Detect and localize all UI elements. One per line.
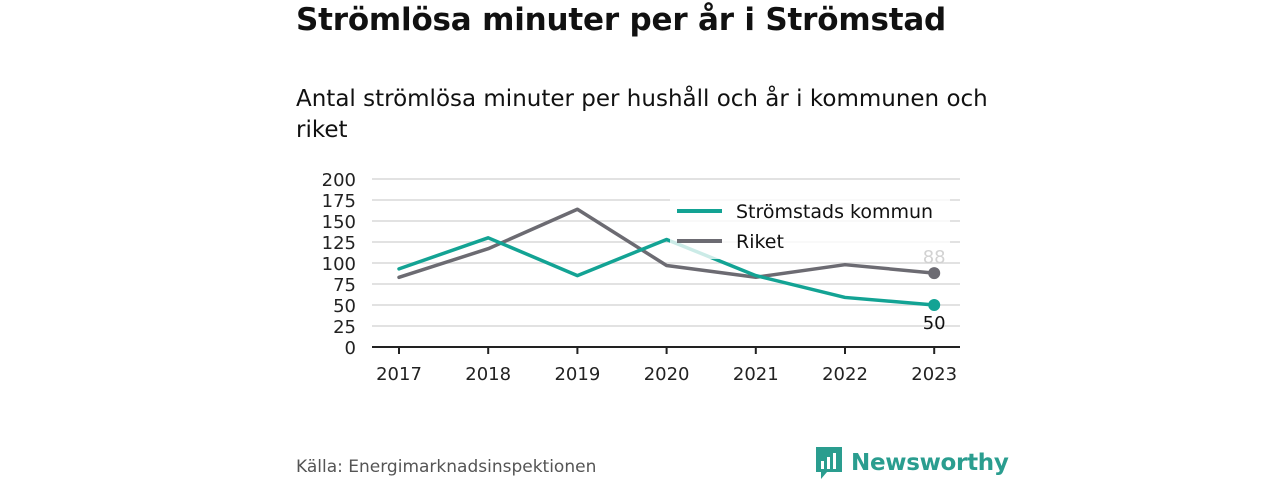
- x-tick-label: 2019: [554, 364, 600, 385]
- y-tick-label: 25: [333, 317, 356, 338]
- x-tick-label: 2023: [911, 364, 957, 385]
- y-tick-label: 150: [322, 212, 356, 233]
- chart-title: Strömlösa minuter per år i Strömstad: [296, 2, 947, 38]
- brand-logo: Newsworthy: [815, 446, 1009, 480]
- x-tick-label: 2018: [465, 364, 511, 385]
- end-label-riket: 88: [923, 247, 946, 268]
- y-tick-label: 175: [322, 191, 356, 212]
- y-tick-label: 200: [322, 170, 356, 191]
- end-point-riket: [928, 267, 941, 280]
- source-note: Källa: Energimarknadsinspektionen: [296, 457, 597, 477]
- legend-box: [670, 193, 950, 259]
- series-line-stromstad: [397, 236, 936, 307]
- legend-label-stromstad: Strömstads kommun: [736, 201, 933, 223]
- y-tick-label: 0: [345, 338, 356, 359]
- y-tick-label: 50: [333, 296, 356, 317]
- end-point-stromstad: [928, 299, 941, 311]
- y-tick-label: 75: [333, 275, 356, 296]
- newsworthy-logo-icon: [816, 447, 842, 479]
- end-label-stromstad: 50: [923, 313, 946, 334]
- x-tick-label: 2022: [822, 364, 868, 385]
- legend-label-riket: Riket: [736, 231, 784, 253]
- series-line-riket: [397, 207, 936, 280]
- chart-subtitle: Antal strömlösa minuter per hushåll och …: [296, 86, 988, 143]
- y-tick-label: 125: [322, 233, 356, 254]
- x-tick-label: 2017: [376, 364, 422, 385]
- y-tick-label: 100: [322, 254, 356, 275]
- x-tick-label: 2020: [644, 364, 690, 385]
- brand-name: Newsworthy: [851, 450, 1009, 476]
- x-tick-label: 2021: [733, 364, 779, 385]
